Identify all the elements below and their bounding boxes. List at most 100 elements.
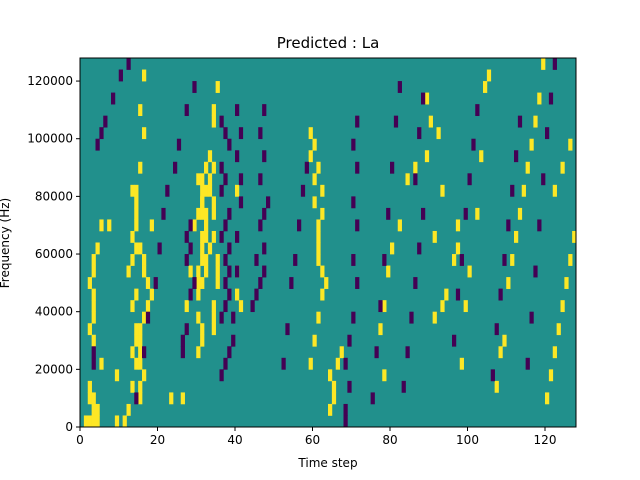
heatmap-cell-low bbox=[223, 219, 228, 232]
heatmap-cell-high bbox=[215, 265, 220, 278]
heatmap-cell-high bbox=[339, 346, 344, 359]
heatmap-cell-high bbox=[428, 115, 433, 128]
heatmap-cell-high bbox=[91, 415, 96, 428]
heatmap-cell-high bbox=[91, 311, 96, 324]
heatmap-cell-high bbox=[413, 161, 418, 174]
heatmap-cell-low bbox=[355, 115, 360, 128]
heatmap-cell-low bbox=[219, 184, 224, 197]
heatmap-cell-high bbox=[378, 323, 383, 336]
heatmap-cell-low bbox=[258, 127, 263, 140]
heatmap-cell-high bbox=[138, 357, 143, 370]
heatmap-cell-high bbox=[463, 300, 468, 313]
heatmap-cell-low bbox=[165, 184, 170, 197]
heatmap-cell-low bbox=[219, 369, 224, 382]
heatmap-cell-low bbox=[91, 357, 96, 370]
heatmap-cell-high bbox=[95, 242, 100, 255]
heatmap-cell-high bbox=[91, 288, 96, 301]
heatmap-cell-high bbox=[312, 138, 317, 151]
heatmap-cell-low bbox=[475, 104, 480, 117]
heatmap-cell-low bbox=[355, 219, 360, 232]
heatmap-cell-low bbox=[409, 311, 414, 324]
heatmap-cell-high bbox=[114, 415, 120, 428]
heatmap-cell-high bbox=[200, 184, 205, 197]
heatmap-cell-high bbox=[564, 277, 569, 289]
heatmap-cell-high bbox=[328, 403, 333, 416]
y-tick-label: 120000 bbox=[27, 74, 73, 88]
heatmap-cell-low bbox=[421, 207, 426, 220]
heatmap-cell-low bbox=[223, 357, 228, 370]
heatmap-cell-low bbox=[552, 58, 557, 70]
heatmap-cell-high bbox=[134, 219, 139, 232]
heatmap-cell-high bbox=[142, 69, 147, 82]
heatmap-cell-low bbox=[471, 138, 476, 151]
heatmap-cell-high bbox=[138, 161, 143, 174]
heatmap-cell-high bbox=[215, 277, 220, 289]
heatmap-cell-low bbox=[111, 92, 116, 105]
heatmap-cell-high bbox=[382, 300, 387, 313]
heatmap-cell-high bbox=[320, 265, 325, 278]
heatmap-cell-high bbox=[533, 115, 538, 128]
heatmap-cell-high bbox=[204, 254, 209, 266]
heatmap-cell-low bbox=[266, 196, 271, 209]
heatmap-cell-high bbox=[130, 346, 135, 359]
heatmap-cell-low bbox=[529, 311, 534, 324]
heatmap-cell-low bbox=[393, 115, 399, 128]
heatmap-cell-low bbox=[262, 150, 267, 163]
x-tick-label: 100 bbox=[456, 433, 479, 447]
heatmap-cell-high bbox=[91, 403, 96, 416]
heatmap-cell-high bbox=[204, 184, 209, 197]
heatmap-cell-low bbox=[293, 254, 298, 266]
heatmap-cell-high bbox=[95, 415, 100, 428]
heatmap-cell-low bbox=[281, 357, 286, 370]
heatmap-cell-low bbox=[180, 346, 185, 359]
heatmap-cell-high bbox=[312, 334, 317, 347]
heatmap-cell-low bbox=[192, 277, 197, 289]
heatmap-cell-high bbox=[316, 230, 321, 243]
heatmap-cell-high bbox=[200, 323, 205, 336]
heatmap-cell-low bbox=[188, 219, 193, 232]
heatmap-cell-high bbox=[95, 403, 100, 416]
heatmap-cell-low bbox=[533, 265, 538, 278]
y-axis: 0 20000 40000 60000 80000 100000 120000 bbox=[27, 74, 80, 434]
heatmap-cell-high bbox=[316, 219, 321, 232]
heatmap-cell-low bbox=[490, 369, 495, 382]
heatmap-cell-high bbox=[440, 184, 445, 197]
heatmap-cell-low bbox=[510, 184, 515, 197]
heatmap-cell-low bbox=[285, 323, 290, 336]
heatmap-cell-high bbox=[200, 207, 205, 220]
heatmap-cell-low bbox=[227, 207, 232, 220]
heatmap-cell-high bbox=[142, 311, 147, 324]
heatmap-cell-high bbox=[91, 392, 96, 405]
heatmap-cell-low bbox=[467, 173, 472, 186]
heatmap-cell-high bbox=[87, 415, 92, 428]
heatmap-cell-low bbox=[463, 207, 468, 220]
plot-area bbox=[79, 57, 577, 428]
heatmap-cell-low bbox=[343, 357, 348, 370]
heatmap-cell-high bbox=[196, 207, 201, 220]
heatmap-cell-high bbox=[138, 334, 143, 347]
heatmap-cell-high bbox=[91, 265, 96, 278]
heatmap-cell-high bbox=[188, 265, 193, 278]
heatmap-cell-high bbox=[87, 380, 92, 393]
heatmap-cell-low bbox=[219, 161, 224, 174]
heatmap-cell-low bbox=[219, 230, 224, 243]
heatmap-cell-high bbox=[138, 346, 143, 359]
heatmap-cell-high bbox=[517, 207, 523, 220]
heatmap-cell-low bbox=[250, 300, 255, 313]
y-tick-label: 80000 bbox=[35, 189, 73, 203]
heatmap-cell-high bbox=[200, 242, 205, 255]
heatmap-cell-high bbox=[126, 403, 131, 416]
x-axis: 0 20 40 60 80 100 120 bbox=[76, 427, 556, 447]
heatmap-cell-low bbox=[397, 81, 402, 93]
heatmap-cell-high bbox=[134, 357, 139, 370]
heatmap-cell-high bbox=[200, 254, 205, 266]
heatmap-cell-high bbox=[211, 300, 216, 313]
heatmap-cell-high bbox=[320, 207, 325, 220]
heatmap-cell-high bbox=[99, 357, 104, 370]
heatmap-cell-low bbox=[370, 392, 375, 405]
heatmap-cell-high bbox=[134, 242, 139, 255]
heatmap-cell-high bbox=[196, 277, 201, 289]
heatmap-cell-high bbox=[335, 357, 340, 370]
heatmap-cell-high bbox=[320, 288, 325, 301]
heatmap-cell-high bbox=[432, 311, 437, 324]
